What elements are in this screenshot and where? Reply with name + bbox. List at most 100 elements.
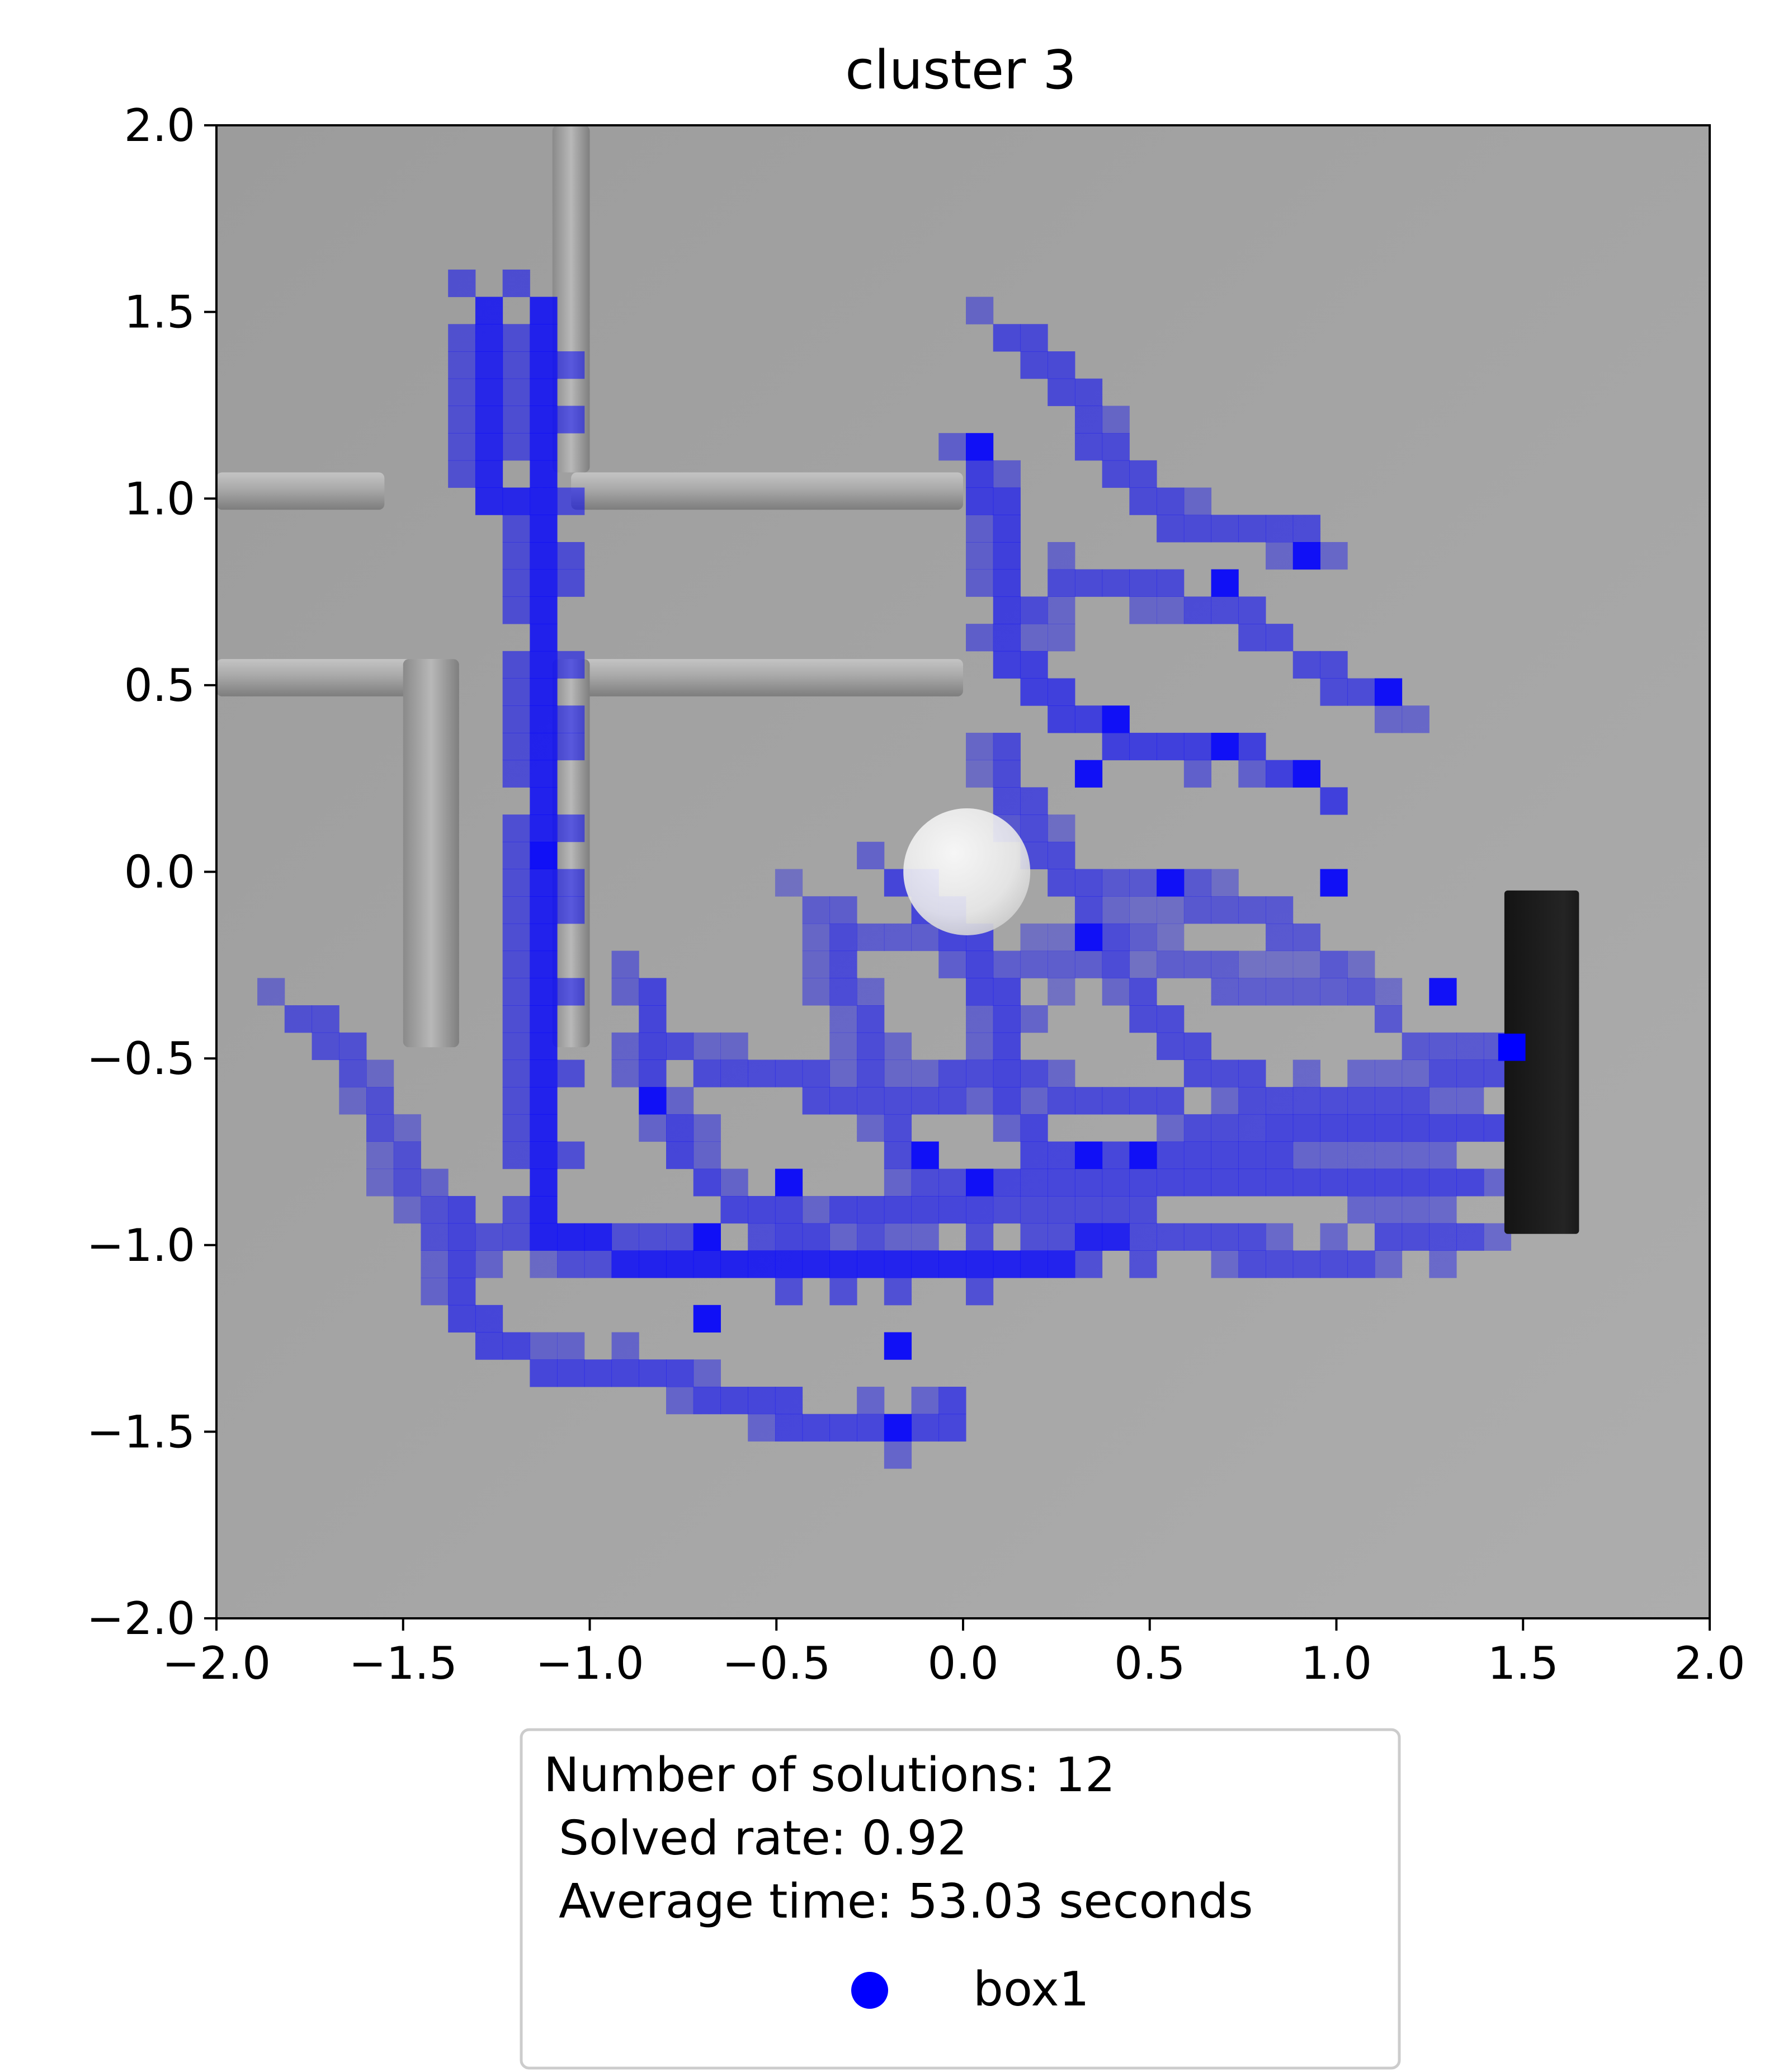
heatmap-cell-99 <box>802 1223 830 1251</box>
heatmap-cell-139 <box>421 1250 449 1278</box>
heatmap-cell-387 <box>1347 1114 1375 1142</box>
heatmap-cell-221 <box>1238 732 1266 761</box>
heatmap-cell-501 <box>720 1032 748 1060</box>
heatmap-cell-28 <box>502 596 530 624</box>
heatmap-cell-55 <box>530 950 558 978</box>
heatmap-cell-42 <box>502 760 530 788</box>
y-tick-label: 1.5 <box>124 286 195 338</box>
heatmap-cell-4 <box>557 351 585 379</box>
heatmap-cell-205 <box>993 624 1021 652</box>
heatmap-cell-246 <box>1266 515 1294 543</box>
heatmap-cell-405 <box>666 1087 694 1115</box>
heatmap-cell-76 <box>530 1196 558 1224</box>
heatmap-cell-366 <box>1074 1169 1103 1197</box>
heatmap-cell-530 <box>1020 923 1048 952</box>
heatmap-cell-500 <box>748 1059 776 1087</box>
heatmap-cell-478 <box>1183 1223 1212 1251</box>
x-tick-label: −0.5 <box>722 1637 831 1689</box>
heatmap-cell-73 <box>502 1114 530 1142</box>
heatmap-cell-309 <box>1429 1059 1457 1087</box>
heatmap-cell-490 <box>1374 1223 1403 1251</box>
heatmap-cell-120 <box>475 324 503 352</box>
y-tick-label: 0.0 <box>124 846 195 898</box>
legend: Number of solutions: 12 Solved rate: 0.9… <box>520 1728 1401 2070</box>
heatmap-cell-218 <box>1183 732 1212 761</box>
y-tick-label: 1.0 <box>124 473 195 525</box>
x-tick-label: 1.0 <box>1301 1637 1372 1689</box>
heatmap-cell-431 <box>993 1196 1021 1224</box>
heatmap-cell-37 <box>530 732 558 761</box>
heatmap-cell-507 <box>911 1087 939 1115</box>
heatmap-cell-29 <box>557 651 585 679</box>
heatmap-cell-148 <box>530 1332 558 1360</box>
heatmap-cell-189 <box>393 1196 421 1224</box>
heatmap-cell-382 <box>1266 1114 1294 1142</box>
heatmap-cell-116 <box>1102 1223 1130 1251</box>
heatmap-cell-522 <box>829 896 857 924</box>
heatmap-cell-373 <box>1157 1141 1185 1169</box>
heatmap-cell-462 <box>884 1032 912 1060</box>
heatmap-cell-69 <box>530 1114 558 1142</box>
heatmap-cell-294 <box>1183 1059 1212 1087</box>
heatmap-cell-295 <box>1183 1032 1212 1060</box>
heatmap-cell-384 <box>1320 1141 1348 1169</box>
heatmap-cell-319 <box>1129 869 1157 897</box>
heatmap-cell-82 <box>584 1223 612 1251</box>
heatmap-cell-315 <box>966 760 994 788</box>
heatmap-cell-427 <box>911 1169 939 1197</box>
heatmap-cell-539 <box>1238 978 1266 1006</box>
heatmap-cell-321 <box>1157 896 1185 924</box>
heatmap-cell-480 <box>1211 1223 1239 1251</box>
heatmap-cell-304 <box>1374 1087 1403 1115</box>
heatmap-cell-399 <box>666 1032 694 1060</box>
heatmap-cell-253 <box>1048 596 1075 624</box>
heatmap-cell-98 <box>829 1250 857 1278</box>
heatmap-cell-228 <box>1020 351 1048 379</box>
heatmap-cell-137 <box>475 1250 503 1278</box>
heatmap-cell-65 <box>530 1059 558 1087</box>
heatmap-cell-482 <box>1238 1250 1266 1278</box>
heatmap-cell-325 <box>1238 896 1266 924</box>
heatmap-cell-407 <box>693 1114 721 1142</box>
heatmap-cell-412 <box>720 1169 748 1197</box>
heatmap-cell-267 <box>1320 651 1348 679</box>
heatmap-cell-553 <box>966 433 994 461</box>
heatmap-cell-67 <box>530 1087 558 1115</box>
heatmap-cell-391 <box>1429 1114 1457 1142</box>
heatmap-cell-327 <box>1266 896 1294 924</box>
heatmap-cell-198 <box>993 541 1021 570</box>
heatmap-cell-397 <box>639 1005 667 1033</box>
heatmap-cell-426 <box>938 1196 966 1224</box>
heatmap-cell-409 <box>666 1141 694 1169</box>
heatmap-cell-141 <box>421 1278 449 1306</box>
heatmap-cell-300 <box>1292 1087 1320 1115</box>
heatmap-cell-448 <box>1429 1169 1457 1197</box>
heatmap-cell-456 <box>829 978 857 1006</box>
heatmap-cell-33 <box>502 678 530 706</box>
y-tick-label: −0.5 <box>87 1033 195 1085</box>
wall-segment-1 <box>571 472 963 510</box>
heatmap-cell-402 <box>639 1059 667 1087</box>
heatmap-cell-170 <box>911 1386 939 1415</box>
heatmap-cell-360 <box>1020 1087 1048 1115</box>
heatmap-cell-212 <box>1074 705 1103 733</box>
heatmap-cell-332 <box>1347 978 1375 1006</box>
heatmap-cell-173 <box>284 1005 313 1033</box>
heatmap-cell-127 <box>448 406 476 434</box>
heatmap-cell-282 <box>1048 869 1075 897</box>
heatmap-cell-85 <box>639 1250 667 1278</box>
heatmap-cell-468 <box>884 1114 912 1142</box>
legend-line-solutions: Number of solutions: 12 <box>544 1748 1115 1803</box>
heatmap-cell-47 <box>502 841 530 869</box>
heatmap-cell-278 <box>1020 814 1048 842</box>
heatmap-cell-379 <box>1238 1114 1266 1142</box>
heatmap-cell-442 <box>1347 1169 1375 1197</box>
heatmap-cell-184 <box>393 1141 421 1169</box>
legend-line-solved-rate: Solved rate: 0.92 <box>544 1811 968 1866</box>
heatmap-cell-23 <box>502 541 530 570</box>
heatmap-cell-204 <box>966 569 994 597</box>
heatmap-cell-207 <box>1020 651 1048 679</box>
heatmap-cell-56 <box>502 923 530 952</box>
heatmap-cell-185 <box>393 1169 421 1197</box>
